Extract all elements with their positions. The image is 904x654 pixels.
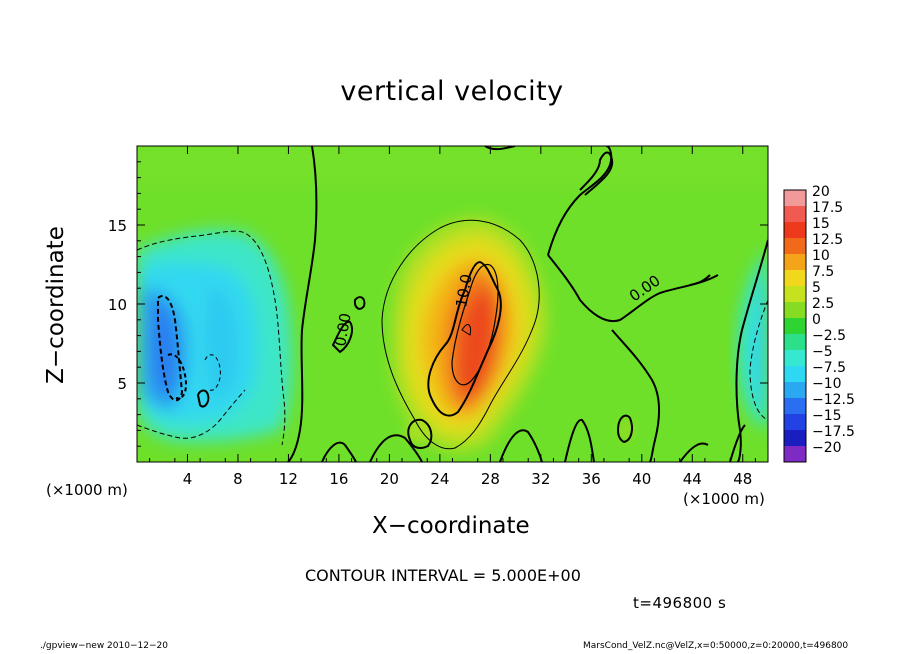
x-unit-label: (×1000 m) <box>683 490 765 508</box>
colorbar-label: 20 <box>812 184 830 200</box>
x-tick-label: 28 <box>481 470 500 488</box>
colorbar-label: −17.5 <box>812 424 855 440</box>
x-axis: 4 8 12 16 20 24 28 32 36 40 44 48 <box>149 146 756 488</box>
x-tick-label: 24 <box>430 470 449 488</box>
colorbar-swatch <box>784 206 806 222</box>
x-unit-label: (×1000 m) <box>46 481 128 499</box>
contour-label: 0.00 <box>331 312 355 348</box>
colorbar-swatch <box>784 334 806 350</box>
x-tick-label: 8 <box>233 470 243 488</box>
colorbar-label: −2.5 <box>812 328 846 344</box>
time-label: t=496800 s <box>633 594 727 612</box>
y-tick-label: 5 <box>117 375 127 393</box>
colorbar-label: 10 <box>812 248 830 264</box>
x-tick-label: 32 <box>531 470 550 488</box>
colorbar-label: 0 <box>812 312 821 328</box>
colorbar-label: 17.5 <box>812 200 843 216</box>
colorbar-swatch <box>784 446 806 462</box>
colorbar-swatch <box>784 318 806 334</box>
y-axis-label: Z−coordinate <box>43 226 69 384</box>
x-tick-label: 12 <box>279 470 298 488</box>
colorbar-label: −10 <box>812 376 842 392</box>
colorbar-swatch <box>784 302 806 318</box>
contour-lines <box>137 146 768 462</box>
colorbar-label: −7.5 <box>812 360 846 376</box>
colorbar-label: −15 <box>812 408 842 424</box>
colorbar-label: 5 <box>812 280 821 296</box>
x-tick-label: 36 <box>582 470 601 488</box>
x-tick-label: 44 <box>683 470 702 488</box>
x-tick-label: 20 <box>380 470 399 488</box>
colorbar-label: −5 <box>812 344 833 360</box>
colorbar-label: 12.5 <box>812 232 843 248</box>
colorbar-label: −20 <box>812 440 842 456</box>
footer-left: ./gpview−new 2010−12−20 <box>40 641 168 651</box>
colorbar-swatch <box>784 350 806 366</box>
y-axis: 5 10 15 <box>108 161 768 447</box>
colorbar-label: −12.5 <box>812 392 855 408</box>
colorbar-swatch <box>784 238 806 254</box>
colorbar-swatch <box>784 222 806 238</box>
colorbar-swatch <box>784 286 806 302</box>
colorbar-swatch <box>784 366 806 382</box>
x-tick-label: 40 <box>632 470 651 488</box>
colorbar-frame <box>783 189 807 463</box>
chart-title: vertical velocity <box>340 76 564 107</box>
colorbar-swatch <box>784 414 806 430</box>
colorbar-swatch <box>784 430 806 446</box>
y-tick-label: 15 <box>108 217 127 235</box>
colorbar-label: 15 <box>812 216 830 232</box>
contour-label: 10.0 <box>452 273 476 309</box>
footer-right: MarsCond_VelZ.nc@VelZ,x=0:50000,z=0:2000… <box>583 641 849 651</box>
x-tick-label: 48 <box>733 470 752 488</box>
y-tick-label: 10 <box>108 296 127 314</box>
contour-interval: CONTOUR INTERVAL = 5.000E+00 <box>305 566 581 585</box>
colorbar-label: 2.5 <box>812 296 834 312</box>
colorbar-label: 7.5 <box>812 264 834 280</box>
colorbar-swatch <box>784 190 806 206</box>
colorbar-swatch <box>784 270 806 286</box>
colorbar-swatch <box>784 398 806 414</box>
velocity-field <box>137 146 768 462</box>
x-axis-label: X−coordinate <box>372 513 530 539</box>
x-tick-label: 16 <box>329 470 348 488</box>
x-tick-label: 4 <box>183 470 193 488</box>
colorbar-swatch <box>784 382 806 398</box>
colorbar-swatch <box>784 254 806 270</box>
colorbar: 2017.51512.5107.552.50−2.5−5−7.5−10−12.5… <box>783 184 855 463</box>
